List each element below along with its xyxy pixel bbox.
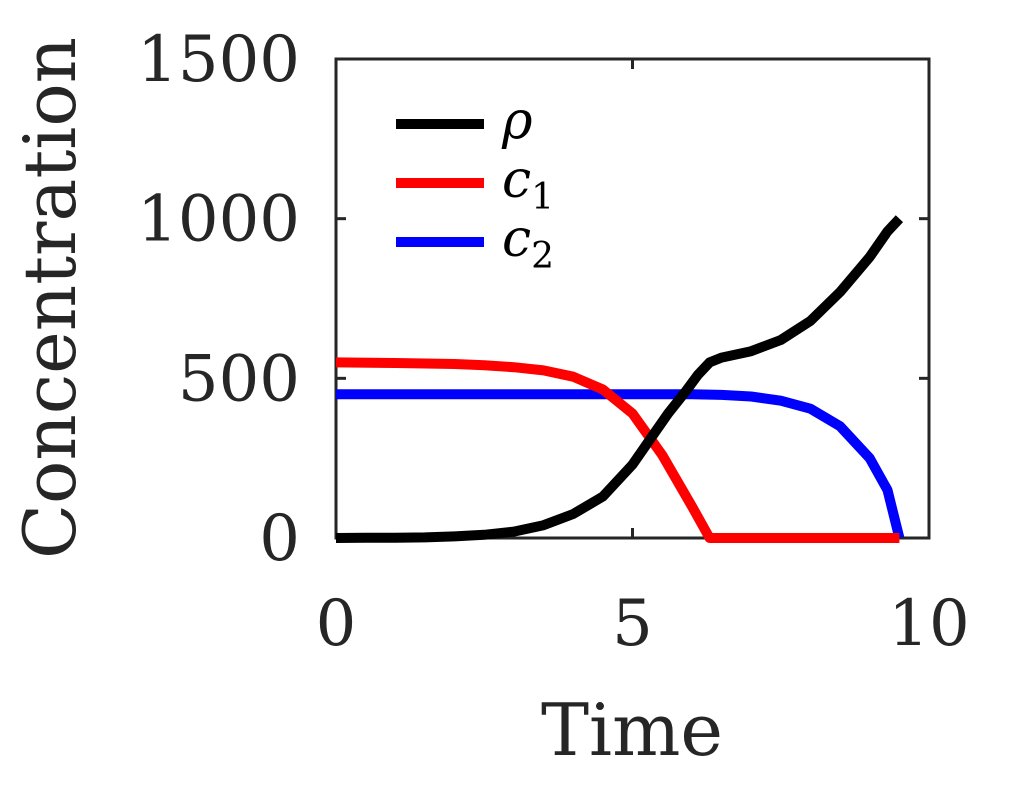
y-tick-label: 500 — [178, 342, 300, 416]
x-tick-label: 0 — [316, 587, 357, 661]
y-axis-label: Concentration — [8, 37, 92, 559]
y-tick-label: 1500 — [137, 23, 300, 97]
y-tick-label: 1000 — [137, 183, 300, 257]
x-tick-label: 5 — [612, 587, 653, 661]
series-line-0 — [335, 215, 904, 543]
series-layer — [335, 215, 905, 543]
legend-entry: c2 — [502, 209, 554, 277]
x-axis-label: Time — [541, 688, 723, 772]
legend-entry: c1 — [502, 150, 554, 218]
y-tick-label: 0 — [259, 502, 300, 576]
legend-entry: ρ — [501, 91, 533, 151]
x-tick-label: 10 — [888, 587, 969, 661]
series-line-1 — [335, 357, 900, 543]
tick-labels: 0 5 10 0 500 1000 1500 — [137, 23, 970, 661]
series-line-2 — [336, 389, 905, 540]
